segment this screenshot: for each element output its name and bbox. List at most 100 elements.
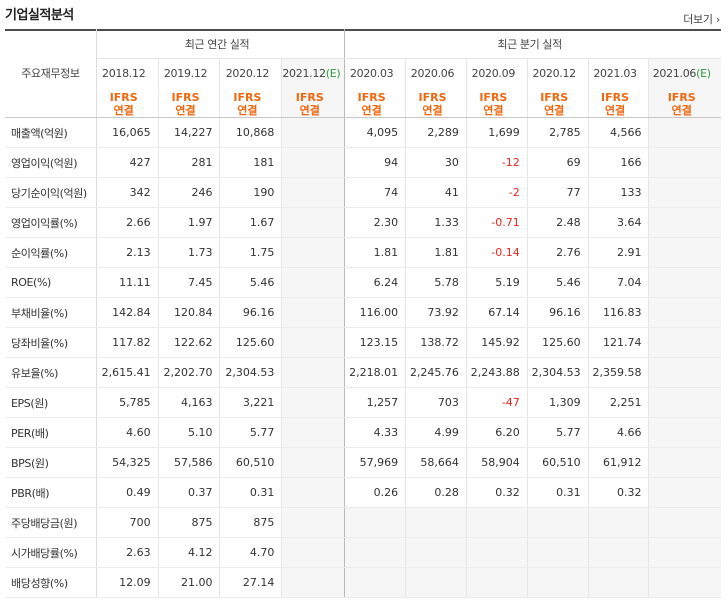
- table-cell: 166: [588, 147, 650, 178]
- table-cell: 121.74: [588, 327, 650, 358]
- table-cell: 12.09: [96, 567, 159, 598]
- table-cell: 125.60: [219, 327, 283, 358]
- table-cell: 2.13: [96, 237, 159, 268]
- table-cell: [648, 357, 721, 388]
- table-cell: [281, 207, 346, 238]
- row-label: 매출액(억원): [5, 117, 97, 148]
- table-cell: 0.32: [588, 477, 650, 508]
- table-cell: 96.16: [527, 297, 589, 328]
- table-cell: 700: [96, 507, 159, 538]
- table-cell: 133: [588, 177, 650, 208]
- table-cell: [344, 567, 407, 598]
- table-cell: [648, 327, 721, 358]
- table-cell: 138.72: [405, 327, 467, 358]
- table-cell: 60,510: [527, 447, 589, 478]
- table-cell: 5.77: [527, 417, 589, 448]
- table-cell: [648, 537, 721, 568]
- table-cell: 427: [96, 147, 159, 178]
- table-cell: 1,257: [344, 387, 407, 418]
- ifrs-label: IFRS: [171, 91, 200, 104]
- table-cell: 0.26: [344, 477, 407, 508]
- period-header: 2019.12: [158, 58, 221, 88]
- table-cell: [648, 177, 721, 208]
- consolidated-label: 연결: [113, 104, 134, 117]
- table-cell: -0.71: [466, 207, 528, 238]
- table-cell: 116.00: [344, 297, 407, 328]
- consolidated-label: 연결: [544, 104, 565, 117]
- table-cell: 21.00: [158, 567, 221, 598]
- table-cell: 2,359.58: [588, 357, 650, 388]
- table-row: ROE(%) 11.11 7.45 5.46 6.24 5.78 5.19 5.46 7.04: [5, 267, 721, 298]
- table-cell: 60,510: [219, 447, 283, 478]
- table-cell: 2,251: [588, 387, 650, 418]
- table-cell: 0.32: [466, 477, 528, 508]
- table-cell: 4,163: [158, 387, 221, 418]
- table-cell: 96.16: [219, 297, 283, 328]
- table-cell: 16,065: [96, 117, 159, 148]
- table-cell: 2.66: [96, 207, 159, 238]
- table-cell: 281: [158, 147, 221, 178]
- row-label: 당좌비율(%): [5, 327, 97, 358]
- table-cell: 3.64: [588, 207, 650, 238]
- ifrs-badge: IFRS 연결: [527, 88, 589, 118]
- ifrs-badge: IFRS 연결: [344, 88, 407, 118]
- table-cell: 145.92: [466, 327, 528, 358]
- table-cell: 4.60: [96, 417, 159, 448]
- more-link[interactable]: 더보기 ›: [683, 13, 720, 26]
- table-cell: [648, 237, 721, 268]
- period-header: 2021.03: [588, 58, 650, 88]
- table-cell: 122.62: [158, 327, 221, 358]
- table-cell: 3,221: [219, 387, 283, 418]
- table-cell: 77: [527, 177, 589, 208]
- row-label: 영업이익률(%): [5, 207, 97, 238]
- table-cell: [344, 507, 407, 538]
- table-cell: [648, 447, 721, 478]
- table-cell: [648, 507, 721, 538]
- table-cell: 94: [344, 147, 407, 178]
- table-cell: [648, 387, 721, 418]
- table-cell: 1.67: [219, 207, 283, 238]
- annual-group-header: 최근 연간 실적: [96, 29, 346, 59]
- table-cell: 6.24: [344, 267, 407, 298]
- period-header: 2020.03: [344, 58, 407, 88]
- table-row: 주당배당금(원) 700 875 875: [5, 507, 721, 538]
- table-cell: 58,664: [405, 447, 467, 478]
- period-header: 2020.09: [466, 58, 528, 88]
- table-cell: 0.37: [158, 477, 221, 508]
- row-label: BPS(원): [5, 447, 97, 478]
- table-cell: 0.31: [219, 477, 283, 508]
- table-row: 당기순이익(억원) 342 246 190 74 41 -2 77 133: [5, 177, 721, 208]
- table-cell: -2: [466, 177, 528, 208]
- table-cell: 4.33: [344, 417, 407, 448]
- table-cell: 2,245.76: [405, 357, 467, 388]
- table-cell: 54,325: [96, 447, 159, 478]
- table-cell: [281, 537, 346, 568]
- ifrs-label: IFRS: [479, 91, 508, 104]
- table-cell: 5.78: [405, 267, 467, 298]
- row-label: 당기순이익(억원): [5, 177, 97, 208]
- period-header: 2020.06: [405, 58, 467, 88]
- table-cell: [281, 177, 346, 208]
- period-header: 2018.12: [96, 58, 159, 88]
- consolidated-label: 연결: [237, 104, 258, 117]
- table-cell: 2,304.53: [219, 357, 283, 388]
- table-cell: [527, 567, 589, 598]
- row-label: 주당배당금(원): [5, 507, 97, 538]
- table-cell: 27.14: [219, 567, 283, 598]
- table-cell: 4,095: [344, 117, 407, 148]
- table-row: 배당성향(%) 12.09 21.00 27.14: [5, 567, 721, 598]
- page-title: 기업실적분석: [5, 8, 74, 23]
- table-cell: 0.49: [96, 477, 159, 508]
- table-cell: 67.14: [466, 297, 528, 328]
- table-cell: [281, 447, 346, 478]
- ifrs-label: IFRS: [233, 91, 262, 104]
- table-cell: [281, 237, 346, 268]
- table-cell: 61,912: [588, 447, 650, 478]
- table-cell: 2,304.53: [527, 357, 589, 388]
- table-row: PER(배) 4.60 5.10 5.77 4.33 4.99 6.20 5.77 4.66: [5, 417, 721, 448]
- consolidated-label: 연결: [175, 104, 196, 117]
- consolidated-label: 연결: [299, 104, 320, 117]
- row-label: 시가배당률(%): [5, 537, 97, 568]
- table-cell: 10,868: [219, 117, 283, 148]
- table-cell: 125.60: [527, 327, 589, 358]
